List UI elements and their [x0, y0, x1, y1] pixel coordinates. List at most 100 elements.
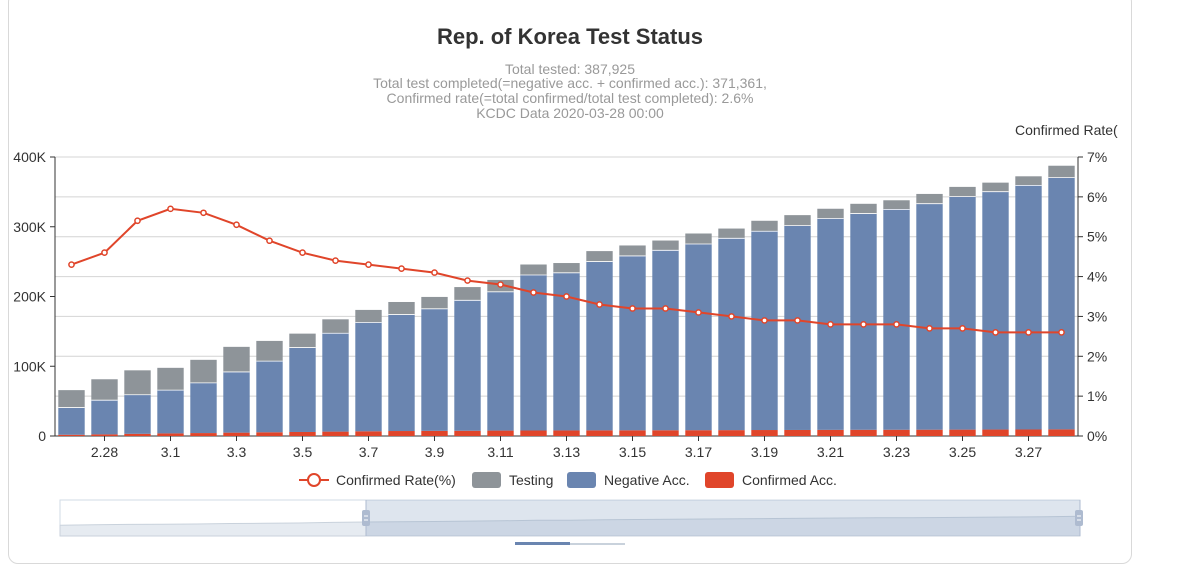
bar-negative-acc[interactable] [91, 400, 118, 435]
bar-negative-acc[interactable] [916, 203, 943, 430]
bar-confirmed-acc[interactable] [388, 431, 415, 436]
bar-confirmed-acc[interactable] [157, 433, 184, 436]
data-zoom-handle-start[interactable] [362, 510, 370, 526]
bar-testing[interactable] [421, 296, 448, 309]
bar-testing[interactable] [190, 359, 217, 383]
point-confirmed-rate[interactable] [167, 205, 174, 213]
bar-testing[interactable] [751, 220, 778, 232]
bar-confirmed-acc[interactable] [91, 434, 118, 436]
bar-testing[interactable] [454, 287, 481, 301]
bar-confirmed-acc[interactable] [817, 429, 844, 436]
bar-confirmed-acc[interactable] [916, 429, 943, 436]
point-confirmed-rate[interactable] [497, 281, 504, 288]
bar-negative-acc[interactable] [751, 231, 778, 431]
legend-marker-confirmed-rate[interactable] [307, 473, 321, 487]
data-zoom-selection[interactable] [366, 500, 1080, 536]
bar-confirmed-acc[interactable] [454, 430, 481, 436]
point-confirmed-rate[interactable] [233, 221, 240, 229]
point-confirmed-rate[interactable] [728, 313, 735, 320]
bar-negative-acc[interactable] [58, 407, 85, 435]
point-confirmed-rate[interactable] [200, 209, 207, 217]
bar-testing[interactable] [784, 215, 811, 226]
bar-negative-acc[interactable] [454, 300, 481, 431]
data-zoom-handle-end[interactable] [1075, 510, 1083, 526]
point-confirmed-rate[interactable] [563, 293, 570, 300]
point-confirmed-rate[interactable] [266, 237, 273, 245]
bar-testing[interactable] [652, 240, 679, 251]
bar-negative-acc[interactable] [355, 322, 382, 432]
bar-testing[interactable] [256, 340, 283, 362]
point-confirmed-rate[interactable] [596, 301, 603, 308]
point-confirmed-rate[interactable] [299, 249, 306, 257]
bar-testing[interactable] [850, 203, 877, 214]
bar-negative-acc[interactable] [421, 308, 448, 431]
bar-negative-acc[interactable] [124, 394, 151, 434]
point-confirmed-rate[interactable] [68, 261, 75, 268]
bar-negative-acc[interactable] [256, 361, 283, 433]
point-confirmed-rate[interactable] [365, 261, 372, 268]
bar-confirmed-acc[interactable] [685, 430, 712, 436]
bar-testing[interactable] [355, 309, 382, 323]
bar-confirmed-acc[interactable] [553, 430, 580, 436]
bar-testing[interactable] [586, 251, 613, 262]
point-confirmed-rate[interactable] [101, 249, 108, 257]
bar-negative-acc[interactable] [487, 291, 514, 431]
bar-negative-acc[interactable] [322, 333, 349, 432]
bar-negative-acc[interactable] [157, 390, 184, 434]
bar-testing[interactable] [223, 346, 250, 372]
bar-testing[interactable] [322, 319, 349, 334]
point-confirmed-rate[interactable] [992, 329, 999, 336]
point-confirmed-rate[interactable] [662, 305, 669, 312]
bar-testing[interactable] [817, 208, 844, 219]
bar-negative-acc[interactable] [223, 371, 250, 433]
bar-testing[interactable] [1015, 176, 1042, 186]
bar-confirmed-acc[interactable] [190, 433, 217, 436]
bar-confirmed-acc[interactable] [1048, 429, 1075, 436]
bar-confirmed-acc[interactable] [982, 429, 1009, 436]
bar-confirmed-acc[interactable] [520, 430, 547, 436]
bar-confirmed-acc[interactable] [718, 430, 745, 436]
point-confirmed-rate[interactable] [1058, 329, 1065, 336]
bar-testing[interactable] [1048, 165, 1075, 178]
point-confirmed-rate[interactable] [464, 277, 471, 284]
bar-negative-acc[interactable] [883, 209, 910, 430]
legend-swatch-negative-acc[interactable] [567, 472, 596, 488]
point-confirmed-rate[interactable] [332, 257, 339, 264]
legend-swatch-confirmed-acc[interactable] [705, 472, 734, 488]
bar-confirmed-acc[interactable] [322, 431, 349, 436]
bar-confirmed-acc[interactable] [850, 429, 877, 436]
point-confirmed-rate[interactable] [431, 269, 438, 276]
bar-negative-acc[interactable] [520, 274, 547, 431]
bar-negative-acc[interactable] [619, 255, 646, 431]
point-confirmed-rate[interactable] [530, 289, 537, 296]
bar-confirmed-acc[interactable] [784, 429, 811, 436]
bar-negative-acc[interactable] [982, 191, 1009, 430]
bar-testing[interactable] [91, 379, 118, 401]
bar-testing[interactable] [388, 301, 415, 315]
bar-negative-acc[interactable] [949, 196, 976, 430]
bar-testing[interactable] [619, 245, 646, 256]
point-confirmed-rate[interactable] [794, 317, 801, 324]
point-confirmed-rate[interactable] [1025, 329, 1032, 336]
bar-negative-acc[interactable] [718, 238, 745, 431]
point-confirmed-rate[interactable] [959, 325, 966, 332]
point-confirmed-rate[interactable] [827, 321, 834, 328]
bar-negative-acc[interactable] [1048, 177, 1075, 430]
point-confirmed-rate[interactable] [860, 321, 867, 328]
bar-testing[interactable] [289, 333, 316, 348]
point-confirmed-rate[interactable] [926, 325, 933, 332]
bar-negative-acc[interactable] [190, 382, 217, 434]
bar-negative-acc[interactable] [652, 250, 679, 431]
bar-confirmed-acc[interactable] [124, 433, 151, 436]
point-confirmed-rate[interactable] [893, 321, 900, 328]
bar-testing[interactable] [718, 228, 745, 239]
bar-testing[interactable] [58, 390, 85, 408]
bar-negative-acc[interactable] [1015, 185, 1042, 430]
bar-confirmed-acc[interactable] [421, 430, 448, 436]
bar-confirmed-acc[interactable] [1015, 429, 1042, 436]
bar-confirmed-acc[interactable] [619, 430, 646, 436]
bar-testing[interactable] [520, 264, 547, 275]
bar-confirmed-acc[interactable] [58, 434, 85, 436]
point-confirmed-rate[interactable] [761, 317, 768, 324]
bar-negative-acc[interactable] [784, 225, 811, 430]
